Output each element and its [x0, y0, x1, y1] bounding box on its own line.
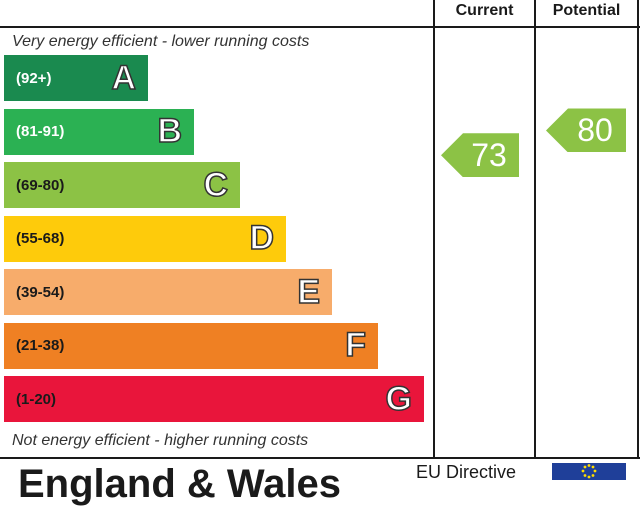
band-range-label: (55-68) — [16, 230, 65, 247]
top-efficiency-note: Very energy efficient - lower running co… — [12, 33, 310, 50]
potential-rating-value: 80 — [577, 111, 613, 148]
band-range-label: (39-54) — [16, 283, 65, 301]
band-letter: G — [385, 379, 413, 419]
rating-band-g: (1-20) G — [4, 376, 424, 422]
eu-directive-label: EU Directive — [416, 462, 517, 482]
band-range-label: (1-20) — [16, 390, 57, 408]
right-border — [637, 0, 639, 458]
band-range-label: (81-91) — [16, 123, 65, 140]
band-letter: D — [249, 218, 275, 258]
potential-column-header: Potential — [552, 2, 621, 19]
rating-band-b: (81-91) B — [4, 108, 194, 155]
bottom-efficiency-note: Not energy efficient - higher running co… — [12, 432, 309, 449]
band-letter: F — [344, 325, 366, 365]
band-range-label: (21-38) — [16, 337, 65, 354]
rating-band-e: (39-54) E — [4, 269, 332, 315]
rating-band-a: (92+) A — [4, 55, 148, 101]
region-title: England & Wales — [18, 462, 342, 506]
band-letter: B — [157, 111, 183, 151]
current-rating-arrow: 73 — [441, 133, 519, 178]
current-rating-value: 73 — [471, 136, 507, 173]
band-range-label: (69-80) — [16, 176, 65, 194]
rating-band-f: (21-38) F — [4, 322, 378, 369]
potential-column-left-border — [534, 0, 536, 458]
band-range-label: (92+) — [16, 69, 52, 87]
eu-flag-icon — [552, 463, 626, 480]
rating-band-d: (55-68) D — [4, 215, 286, 262]
current-column-left-border — [433, 0, 435, 458]
potential-rating-arrow: 80 — [546, 108, 626, 153]
rating-band-c: (69-80) C — [4, 162, 240, 208]
band-letter: A — [111, 58, 137, 98]
band-letter: C — [203, 165, 229, 205]
header-divider — [0, 26, 640, 28]
current-column-header: Current — [455, 2, 514, 19]
bottom-divider — [0, 457, 640, 459]
band-letter: E — [297, 272, 321, 312]
